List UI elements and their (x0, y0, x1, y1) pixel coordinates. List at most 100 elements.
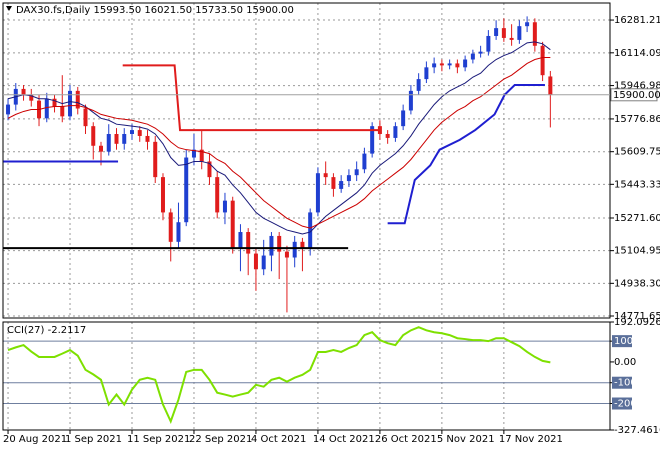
candle-body (269, 235, 274, 256)
y-tick-label: -200 (614, 399, 637, 410)
y-tick-label: 0.00 (614, 357, 636, 368)
candle-body (432, 63, 437, 68)
candle-body (408, 90, 413, 111)
cci-panel (2, 321, 611, 431)
y-tick-label: 16114.09 (614, 48, 660, 59)
candle-body (501, 28, 506, 38)
candle-body (246, 232, 251, 254)
candle-body (331, 177, 336, 189)
candle-body (339, 181, 344, 189)
candle-body (160, 177, 165, 213)
last-price-label: 15900.00 (613, 90, 660, 101)
candle-body (362, 153, 367, 170)
indicator-title: CCI(27) -2.2117 (7, 325, 86, 336)
candle-body (129, 130, 134, 134)
candle-body (168, 212, 173, 242)
candle-body (370, 126, 375, 154)
candle-body (478, 51, 483, 54)
level-box (612, 376, 632, 389)
x-tick-label: 5 Nov 2021 (437, 434, 495, 445)
candle-body (83, 108, 88, 127)
candle-body (486, 35, 491, 52)
x-tick-label: 26 Oct 2021 (375, 434, 437, 445)
candle-body (277, 235, 282, 252)
candle-body (137, 130, 142, 136)
candle-body (323, 173, 328, 178)
candle-body (494, 28, 499, 36)
candle-body (176, 222, 181, 242)
y-tick-label: 100 (614, 336, 633, 347)
moving-average (7, 57, 551, 229)
y-tick-label: 14771.65 (614, 311, 660, 322)
candle-body (215, 177, 220, 213)
candle-body (455, 63, 460, 68)
candle-body (238, 232, 243, 248)
candle-body (540, 45, 545, 76)
candle-body (21, 88, 26, 95)
y-tick-label: 15443.33 (614, 179, 660, 190)
chart-title: DAX30.fs,Daily 15993.50 16021.50 15733.5… (16, 5, 294, 16)
menu-icon (6, 6, 12, 11)
candle-body (222, 200, 227, 213)
moving-average (7, 41, 551, 235)
candle-body (60, 106, 65, 117)
candle-body (106, 133, 111, 152)
candle-body (447, 63, 452, 66)
candle-body (548, 76, 553, 95)
candle-body (91, 126, 96, 146)
y-tick-label: 15609.75 (614, 147, 660, 158)
main-panel (2, 2, 611, 319)
candle-body (385, 133, 390, 138)
y-tick-label: 192.0926 (614, 317, 660, 328)
candle-body (68, 90, 73, 117)
candle-body (401, 110, 406, 127)
last-price-box (610, 88, 658, 102)
y-tick-label: -100 (614, 378, 637, 389)
candle-body (509, 37, 514, 40)
y-tick-label: 16281.21 (614, 15, 660, 26)
candle-body (75, 90, 80, 109)
candle-body (99, 145, 104, 152)
candle-body (393, 126, 398, 138)
y-tick-label: 15104.95 (614, 246, 660, 257)
candle-body (354, 169, 359, 176)
candle-body (230, 200, 235, 248)
x-tick-label: 17 Nov 2021 (499, 434, 563, 445)
candle-body (463, 59, 468, 68)
candle-body (416, 79, 421, 91)
candle-body (292, 241, 297, 258)
y-tick-label: 15271.60 (614, 213, 660, 224)
cci-line (7, 326, 551, 425)
x-tick-label: 14 Oct 2021 (313, 434, 375, 445)
candle-body (44, 98, 49, 119)
candle-body (184, 157, 189, 223)
x-tick-label: 22 Sep 2021 (189, 434, 252, 445)
candle-body (52, 98, 57, 107)
candle-body (6, 104, 11, 115)
candle-body (284, 251, 289, 258)
candle-body (424, 67, 429, 80)
candle-body (199, 149, 204, 162)
y-tick-label: 15946.98 (614, 81, 660, 92)
candle-body (525, 22, 530, 27)
level-box (612, 335, 632, 348)
y-tick-label: 14938.30 (614, 278, 660, 289)
x-tick-label: 11 Sep 2021 (127, 434, 190, 445)
candle-body (315, 173, 320, 213)
candle-body (191, 149, 196, 158)
candle-body (114, 133, 119, 144)
x-tick-label: 1 Sep 2021 (65, 434, 122, 445)
candle-body (261, 255, 266, 270)
candle-body (207, 161, 212, 178)
y-tick-label: -327.4616 (614, 425, 660, 436)
x-tick-label: 4 Oct 2021 (251, 434, 306, 445)
candle-body (253, 253, 258, 270)
candle-body (439, 63, 444, 66)
candle-body (29, 94, 34, 101)
y-tick-label: 15776.86 (614, 114, 660, 125)
candle-body (470, 53, 475, 60)
level-box (612, 397, 632, 410)
x-tick-label: 20 Aug 2021 (3, 434, 67, 445)
candle-body (532, 22, 537, 46)
